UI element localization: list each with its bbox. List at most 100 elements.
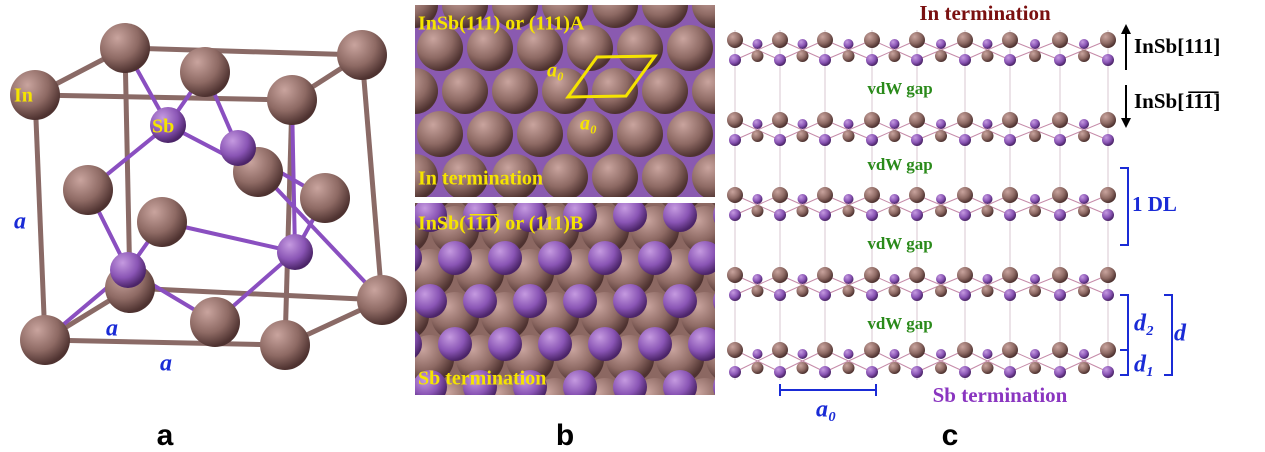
sb-atom	[638, 413, 672, 447]
in-atom	[1052, 342, 1068, 358]
sb-atom	[959, 366, 971, 378]
sb-atom	[729, 134, 741, 146]
in-atom	[100, 23, 150, 73]
edge-label: a	[106, 316, 118, 342]
in-atom	[797, 285, 809, 297]
sb-atom	[798, 39, 808, 49]
in-atom	[1002, 32, 1018, 48]
sb-atom	[1102, 209, 1114, 221]
in-atom	[772, 112, 788, 128]
in-atom	[797, 50, 809, 62]
sb-atom	[277, 234, 313, 270]
sb-atom	[819, 209, 831, 221]
in-atom	[1052, 187, 1068, 203]
sb-atom	[890, 349, 900, 359]
lattice-label: a₀	[580, 113, 597, 135]
sb-atom	[563, 370, 597, 404]
in-atom	[843, 285, 855, 297]
in-atom	[889, 362, 901, 374]
edge-label: a	[14, 209, 26, 235]
in-atom	[592, 154, 638, 200]
in-atom	[864, 112, 880, 128]
termination-label: Sb termination	[933, 383, 1068, 407]
in-atom	[337, 30, 387, 80]
sb-atom	[110, 252, 146, 288]
in-atom	[982, 205, 994, 217]
sb-atom	[438, 241, 472, 275]
sb-atom	[688, 327, 722, 361]
sb-atom	[844, 274, 854, 284]
sb-atom	[890, 194, 900, 204]
sb-atom	[663, 370, 697, 404]
termination-label: In termination	[418, 168, 543, 190]
sb-atom	[438, 327, 472, 361]
sb-atom	[798, 349, 808, 359]
sb-atom	[563, 284, 597, 318]
sb-atom	[911, 134, 923, 146]
sb-atom	[911, 366, 923, 378]
sb-atom	[911, 209, 923, 221]
sb-atom	[983, 349, 993, 359]
in-atom	[542, 154, 588, 200]
gap-label: vdW gap	[867, 314, 932, 333]
direction-label: InSb[111]	[1134, 34, 1220, 58]
sb-atom	[729, 209, 741, 221]
atom-label: Sb	[152, 116, 174, 138]
sb-atom	[819, 366, 831, 378]
sb-atom	[1030, 349, 1040, 359]
in-atom	[752, 130, 764, 142]
in-atom	[1078, 285, 1090, 297]
in-atom	[1100, 32, 1116, 48]
in-atom	[982, 285, 994, 297]
arrow-head	[1121, 24, 1131, 34]
in-atom	[667, 25, 713, 71]
sb-atom	[738, 241, 772, 275]
sb-atom	[738, 155, 772, 189]
sb-atom	[936, 194, 946, 204]
in-atom	[772, 32, 788, 48]
sb-atom	[588, 413, 622, 447]
sb-atom	[959, 289, 971, 301]
gap-label: vdW gap	[867, 155, 932, 174]
sb-atom	[1030, 39, 1040, 49]
in-atom	[797, 362, 809, 374]
in-atom	[909, 342, 925, 358]
sb-atom	[588, 241, 622, 275]
in-atom	[1002, 342, 1018, 358]
cell-edge	[35, 95, 45, 340]
in-atom	[1100, 267, 1116, 283]
sb-atom	[388, 413, 422, 447]
in-atom	[889, 50, 901, 62]
sb-atom	[911, 54, 923, 66]
in-atom	[727, 187, 743, 203]
sb-atom	[753, 274, 763, 284]
layer-label: 1 DL	[1132, 192, 1177, 216]
in-atom	[1078, 362, 1090, 374]
in-atom	[267, 75, 317, 125]
sb-atom	[1054, 134, 1066, 146]
in-atom	[864, 32, 880, 48]
in-atom	[456, 421, 504, 452]
surface-title: InSb(1̅1̅1̅) or (111)B	[418, 213, 583, 235]
in-atom	[957, 267, 973, 283]
sb-atom	[738, 413, 772, 447]
sb-atom	[1102, 54, 1114, 66]
sb-atom	[844, 349, 854, 359]
in-atom	[797, 205, 809, 217]
sb-atom	[1054, 366, 1066, 378]
sb-atom	[936, 349, 946, 359]
in-atom	[406, 421, 454, 452]
in-atom	[1029, 362, 1041, 374]
in-atom	[957, 187, 973, 203]
sb-atom	[774, 366, 786, 378]
termination-label: In termination	[919, 1, 1051, 25]
sb-atom	[866, 209, 878, 221]
in-atom	[1052, 112, 1068, 128]
in-atom	[342, 0, 388, 28]
cell-edge	[125, 48, 130, 288]
in-atom	[1078, 50, 1090, 62]
sb-atom	[1004, 134, 1016, 146]
in-atom	[843, 362, 855, 374]
sb-atom	[844, 194, 854, 204]
in-atom	[1100, 112, 1116, 128]
